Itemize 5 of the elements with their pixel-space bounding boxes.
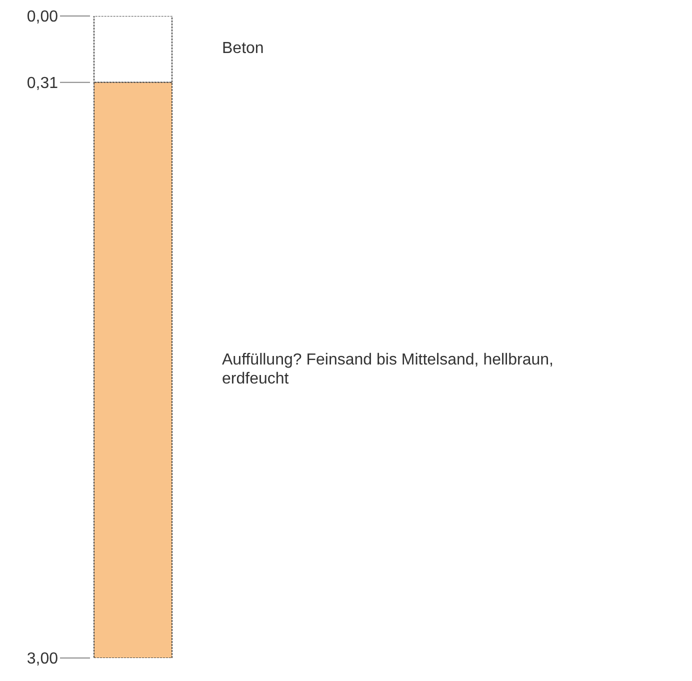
y-tick-label: 0,31 <box>26 75 58 92</box>
y-tick-label: 0,00 <box>26 8 58 26</box>
y-tick-label: 3,00 <box>26 650 58 668</box>
text: Auffüllung? Feinsand bis Mittelsand, hellbraun, erdfeucht <box>222 352 554 388</box>
text: Beton <box>222 40 264 58</box>
